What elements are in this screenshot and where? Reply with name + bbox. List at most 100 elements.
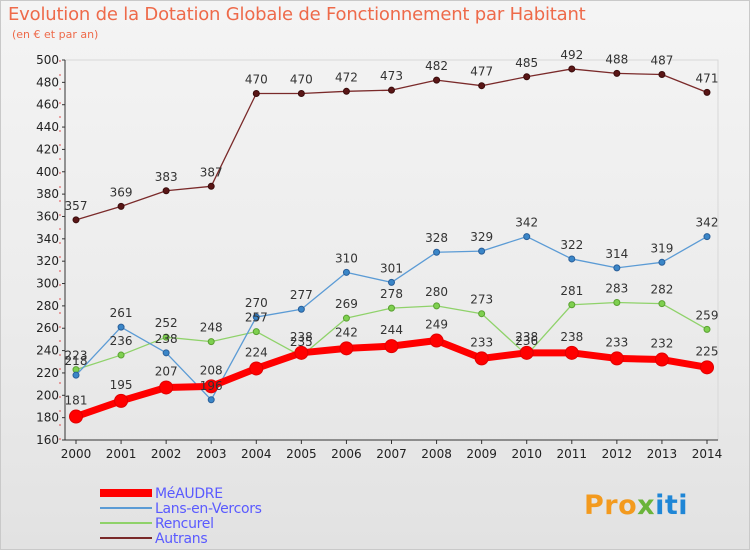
y-tick-label: 160	[36, 433, 59, 447]
data-point	[207, 338, 215, 346]
data-label: 329	[470, 230, 493, 244]
data-label: 238	[155, 332, 178, 346]
data-label: 301	[380, 261, 403, 275]
data-label: 259	[696, 308, 719, 322]
y-tick-label: 180	[36, 411, 59, 425]
y-tick-label: 320	[36, 254, 59, 268]
y-tick-label: 300	[36, 277, 59, 291]
data-point	[523, 233, 531, 241]
data-label: 242	[335, 325, 358, 339]
data-point	[388, 86, 395, 94]
data-label: 269	[335, 297, 358, 311]
data-point	[252, 90, 260, 98]
data-point	[342, 314, 350, 322]
y-tick-label: 500	[36, 53, 59, 67]
data-point	[204, 379, 219, 394]
data-label: 270	[245, 296, 268, 310]
legend-label: Autrans	[155, 531, 208, 547]
data-label: 485	[515, 56, 538, 70]
data-point	[384, 339, 399, 354]
y-tick-label: 420	[36, 142, 59, 156]
data-point	[433, 248, 441, 256]
data-label: 223	[65, 349, 88, 363]
data-point	[429, 333, 444, 348]
data-label: 181	[65, 394, 88, 408]
data-label: 328	[425, 231, 448, 245]
data-point	[568, 65, 576, 73]
x-tick-label: 2008	[421, 447, 452, 461]
data-label: 482	[425, 59, 448, 73]
data-point	[523, 73, 531, 81]
x-tick-label: 2004	[241, 447, 272, 461]
data-label: 282	[650, 283, 673, 297]
data-label: 342	[696, 216, 719, 230]
brand-part-pro: Pro	[584, 490, 638, 521]
data-point	[654, 352, 669, 367]
y-tick-label: 340	[36, 232, 59, 246]
y-tick-label: 260	[36, 321, 59, 335]
data-label: 283	[605, 282, 628, 296]
data-label: 236	[110, 334, 133, 348]
data-label: 208	[200, 363, 223, 377]
data-label: 261	[110, 306, 133, 320]
data-point	[162, 187, 170, 195]
data-label: 487	[650, 54, 673, 68]
data-label: 369	[110, 185, 133, 199]
data-label: 252	[155, 316, 178, 330]
data-point	[613, 69, 621, 77]
y-tick-label: 460	[36, 98, 59, 112]
data-point	[162, 349, 170, 357]
data-point	[703, 88, 711, 96]
data-point	[114, 393, 129, 408]
data-point	[478, 247, 486, 255]
legend-swatch	[100, 522, 152, 524]
chart-subtitle: (en € et par an)	[12, 28, 99, 41]
data-point	[69, 409, 83, 424]
y-tick-label: 220	[36, 366, 59, 380]
data-label: 488	[605, 52, 628, 66]
data-point	[568, 255, 576, 263]
data-point	[609, 351, 624, 366]
x-tick-label: 2003	[196, 447, 227, 461]
data-label: 470	[245, 73, 268, 87]
data-point	[342, 87, 350, 95]
data-label: 322	[560, 238, 583, 252]
data-label: 196	[200, 379, 223, 393]
data-label: 319	[650, 241, 673, 255]
data-label: 383	[155, 170, 178, 184]
data-point	[658, 300, 666, 308]
y-tick-label: 360	[36, 209, 59, 223]
data-label: 387	[200, 165, 223, 179]
data-label: 342	[515, 216, 538, 230]
data-label: 248	[200, 321, 223, 335]
data-label: 233	[605, 335, 628, 349]
legend-swatch	[100, 507, 152, 509]
data-point	[294, 345, 309, 360]
data-point	[207, 182, 215, 190]
data-label: 257	[245, 311, 268, 325]
brand-part-x: x	[637, 490, 656, 521]
data-point	[72, 371, 80, 379]
legend-swatch	[100, 537, 152, 539]
data-label: 224	[245, 345, 268, 359]
y-tick-label: 480	[36, 75, 59, 89]
data-label: 225	[696, 344, 719, 358]
data-label: 238	[290, 330, 313, 344]
x-tick-label: 2007	[376, 447, 407, 461]
data-point	[478, 82, 486, 90]
data-point	[613, 264, 621, 272]
data-point	[478, 310, 486, 318]
data-label: 236	[515, 334, 538, 348]
data-point	[162, 333, 170, 341]
legend-label: MéAUDRE	[155, 486, 223, 502]
data-label: 314	[605, 247, 628, 261]
data-point	[703, 233, 711, 241]
data-label: 238	[515, 330, 538, 344]
x-tick-label: 2002	[151, 447, 182, 461]
data-point	[703, 325, 711, 333]
x-tick-label: 2009	[466, 447, 497, 461]
data-label: 277	[290, 288, 313, 302]
brand-part-iti: iti	[655, 490, 688, 521]
data-point	[388, 304, 395, 312]
x-tick-label: 2013	[647, 447, 678, 461]
